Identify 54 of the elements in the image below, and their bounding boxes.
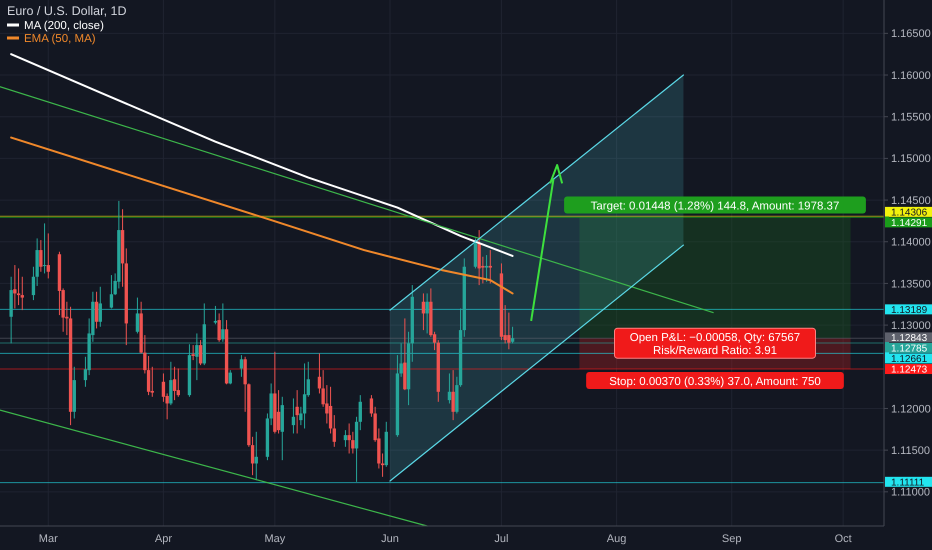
x-tick-label: Jul [494, 533, 508, 545]
candlestick [136, 297, 140, 334]
y-tick-label: 1.15500 [891, 112, 931, 124]
candlestick [176, 368, 180, 398]
y-tick-label: 1.14500 [891, 194, 931, 207]
y-tick-label: 1.13000 [891, 320, 931, 332]
x-tick-label: Sep [722, 533, 742, 545]
candlestick [46, 232, 50, 279]
ref-line-label: 1.11111 [891, 477, 925, 488]
candlestick [221, 302, 225, 342]
candlestick [425, 292, 429, 334]
y-tick-label: 1.16000 [891, 70, 931, 82]
candlestick [451, 370, 455, 421]
candlestick [191, 344, 195, 361]
x-tick-label: Jun [381, 533, 399, 545]
annotation: Stop: 0.00370 (0.33%) 37.0, Amount: 750 [609, 376, 821, 388]
y-tick-label: 1.11000 [891, 486, 930, 499]
candlestick [217, 312, 221, 342]
candlestick [488, 250, 492, 284]
y-tick-label: 1.16500 [891, 28, 931, 40]
ref-line-label: 1.12843 [891, 332, 928, 344]
candlestick [195, 332, 199, 381]
x-tick-label: Aug [606, 533, 626, 545]
x-tick-label: Oct [834, 533, 852, 545]
candlestick [344, 430, 348, 448]
x-tick-label: Apr [154, 533, 172, 545]
y-tick-label: 1.11500 [891, 444, 930, 457]
y-tick-label: 1.13500 [891, 278, 931, 290]
x-tick-label: Mar [38, 533, 58, 545]
candlestick [169, 361, 173, 406]
legend-label: MA (200, close) [24, 20, 104, 32]
candlestick [347, 422, 351, 454]
candlestick [254, 431, 258, 481]
ref-line-label: 1.14306 [891, 207, 928, 218]
candlestick [198, 340, 202, 366]
candlestick [94, 291, 98, 329]
x-tick-label: May [264, 533, 286, 545]
ref-line-label: 1.12661 [891, 354, 928, 365]
legend-label: EMA (50, MA) [24, 33, 96, 46]
candlestick [228, 370, 232, 385]
chart-title: Euro / U.S. Dollar, 1D [7, 4, 126, 18]
candlestick [98, 286, 102, 328]
y-tick-label: 1.15000 [891, 153, 931, 166]
candlestick [510, 326, 514, 344]
y-tick-label: 1.14000 [891, 236, 931, 249]
ref-line-label: 1.12473 [891, 364, 928, 376]
annotation: Open P&L: −0.00058, Qty: 67567 Risk/Reward Ratio: 3.91 [630, 332, 800, 358]
candlestick [295, 390, 299, 434]
annotation: Target: 0.01448 (1.28%) 144.8, Amount: 1978.37 [590, 200, 840, 212]
candlestick [474, 238, 478, 269]
ref-line-label: 1.13189 [891, 304, 928, 316]
ref-line-label: 1.14291 [891, 218, 928, 229]
ref-line-label: 1.12785 [891, 343, 928, 354]
y-tick-label: 1.12000 [891, 403, 931, 416]
